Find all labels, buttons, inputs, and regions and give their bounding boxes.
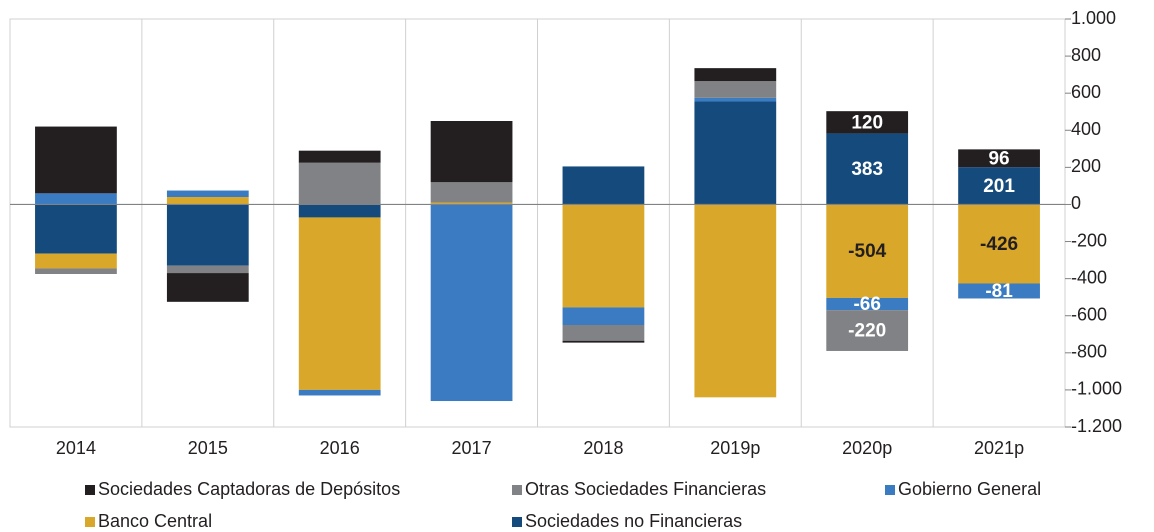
data-label: -81 — [985, 281, 1013, 302]
bar-segment — [430, 121, 513, 183]
bar-segment — [166, 197, 249, 205]
bar-segment — [298, 217, 381, 390]
bar-segment — [694, 81, 777, 98]
bar-segment — [35, 193, 117, 205]
bar-segment — [430, 182, 513, 203]
data-label: 120 — [851, 112, 883, 133]
x-tick-label: 2015 — [188, 438, 228, 458]
y-tick-label: -800 — [1071, 342, 1107, 362]
bar-segment — [826, 310, 909, 351]
x-tick-label: 2021p — [974, 438, 1024, 458]
legend-label: Sociedades Captadoras de Depósitos — [98, 479, 400, 499]
bar-segment — [562, 325, 645, 341]
bar-segment — [35, 268, 117, 274]
x-tick-label: 2017 — [452, 438, 492, 458]
bar-segment — [826, 297, 909, 311]
bar-segment — [958, 149, 1040, 168]
bar-segment — [35, 126, 117, 194]
bar-segment — [298, 150, 381, 163]
y-tick-label: 400 — [1071, 119, 1101, 139]
bar-segment — [826, 111, 909, 134]
x-tick-label: 2016 — [320, 438, 360, 458]
bar-segment — [562, 204, 645, 308]
bar-segment — [694, 97, 777, 102]
bar-segment — [298, 204, 381, 218]
y-tick-label: -1.200 — [1071, 416, 1122, 436]
data-label: -220 — [848, 321, 886, 342]
bar-segment — [430, 202, 513, 205]
bar-segment — [826, 133, 909, 205]
bar-segment — [826, 204, 909, 298]
bar-segment — [430, 204, 513, 402]
x-tick-label: 2020p — [842, 438, 892, 458]
legend-swatch — [85, 517, 95, 527]
bar-segment — [958, 204, 1040, 284]
bar-segment — [166, 273, 249, 302]
y-tick-label: -200 — [1071, 230, 1107, 250]
bar-segment — [298, 162, 381, 205]
legend-label: Gobierno General — [898, 479, 1041, 499]
x-tick-label: 2014 — [56, 438, 96, 458]
data-label: 96 — [988, 148, 1009, 169]
data-label: -66 — [853, 294, 880, 315]
y-tick-label: 0 — [1071, 193, 1081, 213]
bar-segment — [35, 204, 117, 254]
legend-swatch — [512, 485, 522, 495]
bar-segment — [694, 101, 777, 205]
y-tick-label: 800 — [1071, 45, 1101, 65]
data-label: 201 — [983, 176, 1015, 197]
y-tick-label: 600 — [1071, 82, 1101, 102]
bar-segment — [562, 307, 645, 325]
bar-segment — [166, 265, 249, 274]
y-tick-label: 200 — [1071, 156, 1101, 176]
legend-swatch — [885, 485, 895, 495]
legend-label: Otras Sociedades Financieras — [525, 479, 766, 499]
bar-segment — [958, 167, 1040, 205]
bar-segment — [298, 389, 381, 396]
y-tick-label: -1.000 — [1071, 379, 1122, 399]
bar-segment — [958, 283, 1040, 299]
data-label: 383 — [851, 159, 883, 180]
x-tick-label: 2019p — [710, 438, 760, 458]
bar-segment — [166, 204, 249, 266]
y-tick-label: -600 — [1071, 304, 1107, 324]
legend-swatch — [512, 517, 522, 527]
legend-label: Sociedades no Financieras — [525, 511, 742, 531]
data-label: -426 — [980, 234, 1018, 255]
bar-segment — [166, 190, 249, 198]
bar-segment — [694, 68, 777, 82]
bar-segment — [694, 204, 777, 398]
bar-segment — [562, 166, 645, 205]
bar-segment — [35, 253, 117, 269]
data-label: -504 — [848, 241, 886, 262]
y-tick-label: -400 — [1071, 267, 1107, 287]
y-tick-label: 1.000 — [1071, 8, 1116, 28]
legend-swatch — [85, 485, 95, 495]
bar-segment — [562, 340, 645, 343]
x-tick-label: 2018 — [583, 438, 623, 458]
legend-label: Banco Central — [98, 511, 212, 531]
